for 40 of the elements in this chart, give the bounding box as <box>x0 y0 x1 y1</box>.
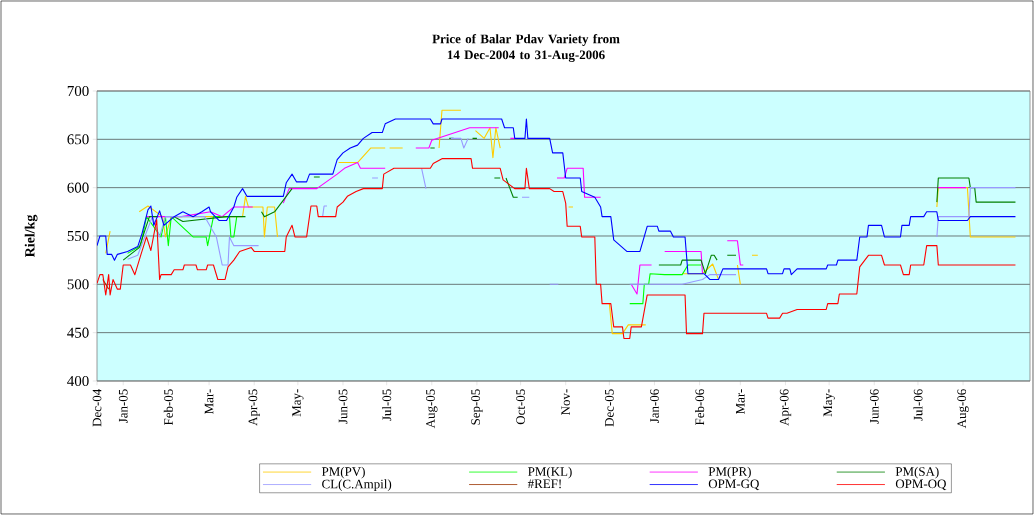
x-tick-label: Apr-06 <box>779 389 792 426</box>
line-series <box>97 118 1017 281</box>
y-axis-title: Riel/kg <box>24 214 38 258</box>
x-tick-label: Sep-05 <box>471 389 483 425</box>
x-tick-label: Jul-05 <box>382 389 392 421</box>
y-tick-label: 450 <box>67 327 89 338</box>
x-tick-label: Dec-05 <box>604 389 614 427</box>
y-tick-label: 700 <box>67 85 89 97</box>
y-tick-label: 600 <box>67 182 89 193</box>
x-tick-label: Dec-04 <box>92 388 102 427</box>
x-tick-label: Mar- <box>204 389 214 415</box>
line-series <box>97 158 1017 339</box>
x-tick-label: Feb-05 <box>163 389 173 426</box>
x-tick-label: Nov- <box>561 389 570 415</box>
x-tick-label: Mar- <box>736 389 745 415</box>
legend-label: #REF! <box>527 479 561 489</box>
x-tick-label: Oct-05 <box>516 389 525 425</box>
chart-title: Price of Balar Pdav Variety from 14 Dec-2004 to 31-Aug-2006 <box>432 34 620 62</box>
y-tick-label: 400 <box>67 375 89 387</box>
y-tick-label: 650 <box>67 134 89 145</box>
y-tick-label: 550 <box>67 230 89 242</box>
x-tick-label: Jul-06 <box>913 389 923 421</box>
legend-label: CL(C.Ampil) <box>322 479 392 492</box>
legend-label: PM(PV) <box>321 466 365 479</box>
legend-label: PM(KL) <box>528 466 572 479</box>
y-tick-label: 500 <box>67 279 89 290</box>
x-tick-label: Aug-05 <box>426 389 438 429</box>
x-tick-label: May- <box>292 389 304 417</box>
x-tick-label: Jun-05 <box>338 389 348 424</box>
x-tick-label: Jun-06 <box>869 389 879 424</box>
x-tick-label: Aug-06 <box>957 389 969 429</box>
x-tick-label: Jan-05 <box>118 389 128 424</box>
x-tick-label: Feb-06 <box>695 389 705 426</box>
x-tick-label: Jan-06 <box>650 389 659 424</box>
legend-label: OPM-OQ <box>895 479 947 491</box>
legend-label: OPM-GQ <box>708 479 760 491</box>
legend-label: PM(SA) <box>895 466 939 479</box>
x-tick-label: Apr-05 <box>248 389 260 426</box>
legend-label: PM(PR) <box>708 466 751 479</box>
x-tick-label: May- <box>823 389 835 417</box>
